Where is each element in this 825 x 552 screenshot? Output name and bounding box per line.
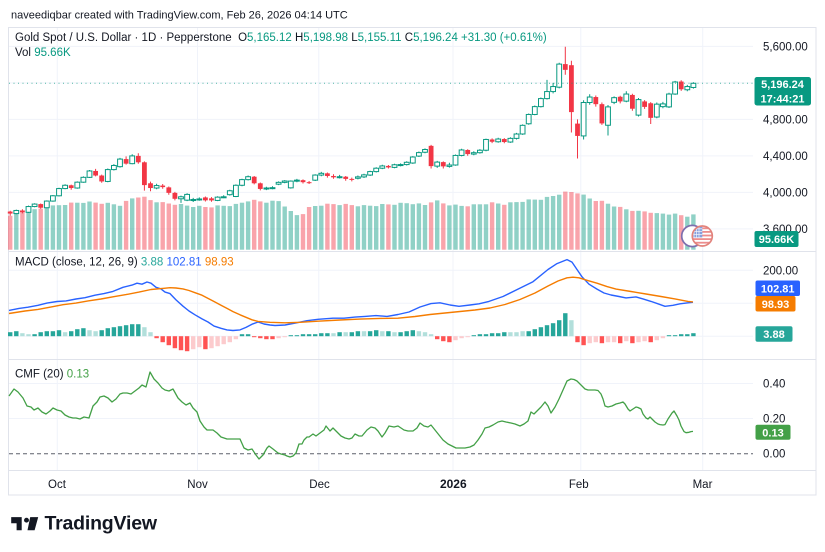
svg-text:5,600.00: 5,600.00 [763, 41, 808, 53]
svg-text:102.81: 102.81 [761, 283, 795, 295]
svg-text:Dec: Dec [309, 479, 330, 491]
svg-text:0.20: 0.20 [763, 414, 785, 426]
svg-text:2026: 2026 [440, 477, 467, 491]
svg-text:5,196.24: 5,196.24 [761, 79, 805, 91]
svg-text:TradingView: TradingView [45, 513, 158, 535]
svg-text:Gold Spot / U.S. Dollar · 1D ·: Gold Spot / U.S. Dollar · 1D · Peppersto… [15, 32, 547, 44]
svg-text:Oct: Oct [48, 479, 67, 491]
svg-text:0.40: 0.40 [763, 379, 785, 391]
svg-text:17:44:21: 17:44:21 [760, 93, 804, 105]
svg-text:200.00: 200.00 [763, 265, 798, 277]
svg-text:4,800.00: 4,800.00 [763, 114, 808, 126]
svg-text:98.93: 98.93 [762, 299, 790, 311]
svg-text:4,000.00: 4,000.00 [763, 187, 808, 199]
svg-text:Feb: Feb [569, 479, 589, 491]
svg-text:naveediqbar created with Tradi: naveediqbar created with TradingView.com… [11, 10, 348, 22]
svg-text:MACD (close, 12, 26, 9) 3.88 1: MACD (close, 12, 26, 9) 3.88 102.81 98.9… [15, 257, 234, 269]
svg-text:CMF (20) 0.13: CMF (20) 0.13 [15, 369, 89, 381]
svg-text:0.13: 0.13 [762, 427, 783, 439]
svg-text:Vol 95.66K: Vol 95.66K [15, 47, 71, 59]
svg-text:3.88: 3.88 [763, 329, 784, 341]
svg-text:Mar: Mar [693, 479, 713, 491]
svg-text:Nov: Nov [187, 479, 208, 491]
svg-text:0.00: 0.00 [763, 449, 785, 461]
svg-text:4,400.00: 4,400.00 [763, 151, 808, 163]
svg-text:95.66K: 95.66K [759, 234, 795, 246]
